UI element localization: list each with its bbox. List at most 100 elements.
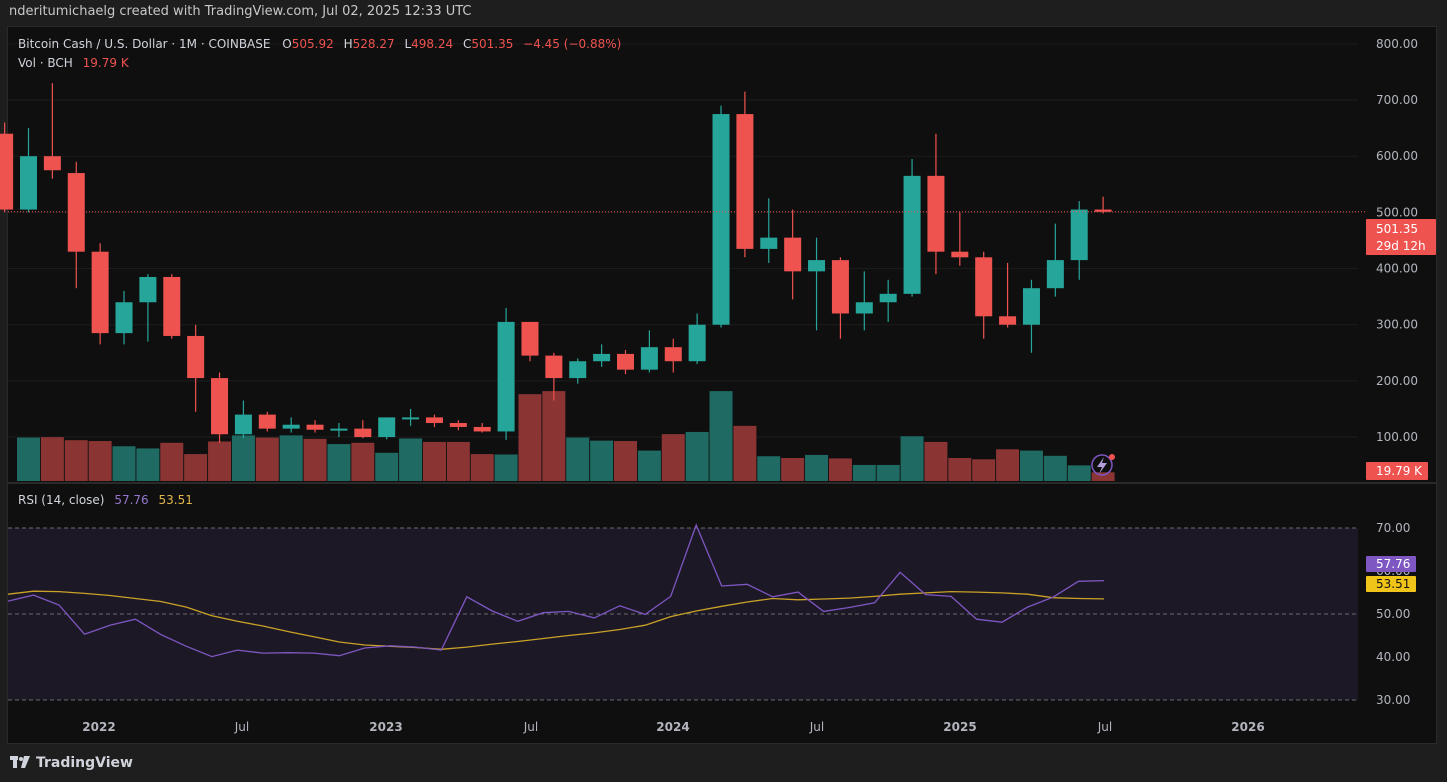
candle-body [688,324,706,362]
candle-body [0,133,14,210]
candle-body [330,428,348,431]
candle [306,420,324,433]
time-tick-label: 2024 [656,720,689,734]
price-tick-label: 500.00 [1376,205,1418,219]
price-tick-label: 600.00 [1376,149,1418,163]
lightning-icon[interactable] [1091,454,1115,476]
candle [617,349,634,375]
candle [187,324,205,412]
candle-body [67,173,85,252]
volume-legend: Vol · BCH 19.79 K [18,56,130,70]
close-value: 501.35 [471,37,513,51]
candle-body [1046,260,1064,289]
candle [1046,223,1064,297]
candle [903,159,921,297]
candle-body [664,347,682,362]
candle-body [43,156,61,171]
rsi-ma-badge: 53.51 [1366,576,1416,592]
candle-body [378,417,396,438]
volume-bar [1091,472,1115,481]
change-value: −4.45 (−0.88%) [523,37,621,51]
symbol-name: Bitcoin Cash / U.S. Dollar · 1M · COINBA… [18,37,270,51]
time-tick-label: Jul [234,720,249,734]
volume-bar [88,441,112,481]
rsi-ma-line [7,590,1105,650]
volume-bars [17,391,1115,481]
footer [0,744,1447,782]
candle-body [1022,288,1040,325]
volume-bar [160,442,184,481]
volume-badge: 19.79 K [1366,462,1428,480]
volume-badge-value: 19.79 K [1376,464,1423,478]
candle-body [736,114,754,249]
candle [67,161,85,289]
candle [808,237,826,331]
candle [736,91,754,258]
high-label: H [344,37,353,51]
price-badge-price: 501.35 [1376,222,1418,236]
candle [999,262,1017,328]
volume-bar [208,441,232,481]
candle-body [808,260,826,272]
price-badge-countdown: 29d 12h [1376,239,1426,253]
candle [831,257,849,339]
candle [91,243,109,345]
volume-bar [1043,455,1067,481]
candle-body [20,156,37,210]
volume-bar [231,435,255,481]
rsi-badge: 57.76 [1366,556,1416,572]
candle-body [234,414,252,435]
candle-body [139,276,157,303]
volume-bar [876,464,900,481]
volume-bar [542,391,566,481]
candle-body [115,302,133,334]
tradingview-logo-icon [10,756,30,768]
volume-bar [184,454,208,481]
open-label: O [282,37,291,51]
candle-body [473,426,491,432]
candle [1022,279,1040,353]
price-axis[interactable]: 800.00 700.00 600.00 500.00 400.00 300.00 200.… [1376,37,1418,444]
candle-body [545,355,563,379]
candle-body [163,276,181,336]
candle-body [449,423,467,427]
time-tick-label: 2023 [369,720,402,734]
volume-bar [781,457,805,481]
candle [784,209,802,300]
candle [927,133,945,275]
time-axis[interactable]: 2022 Jul 2023 Jul 2024 Jul 2025 Jul 2026 [82,720,1264,734]
volume-bar [351,442,375,481]
volume-bar [614,441,637,481]
candle [497,307,515,440]
low-label: L [404,37,411,51]
volume-bar [1019,450,1043,481]
volume-bar [828,458,852,481]
price-tick-label: 800.00 [1376,37,1418,51]
time-tick-label: Jul [1097,720,1112,734]
volume-bar [375,452,399,481]
price-tick-label: 700.00 [1376,93,1418,107]
rsi-label: RSI (14, close) [18,493,104,507]
candle-body [593,353,611,362]
candle-body [282,424,300,429]
candle-body [879,293,897,303]
candle [0,122,14,213]
candle [354,420,372,439]
rsi-tick-label: 40.00 [1376,650,1410,664]
candle [258,411,276,432]
candle [378,417,396,440]
rsi-badge-value: 57.76 [1376,557,1410,571]
volume-bar [327,444,351,481]
candle-body [497,321,515,432]
volume-bar [590,440,614,481]
candle-body [831,260,849,314]
time-tick-label: Jul [809,720,824,734]
candle [879,279,897,322]
volume-bar [255,437,279,481]
candle [688,313,706,365]
candle [115,291,133,345]
volume-bar [733,425,757,481]
volume-bar [279,435,303,481]
